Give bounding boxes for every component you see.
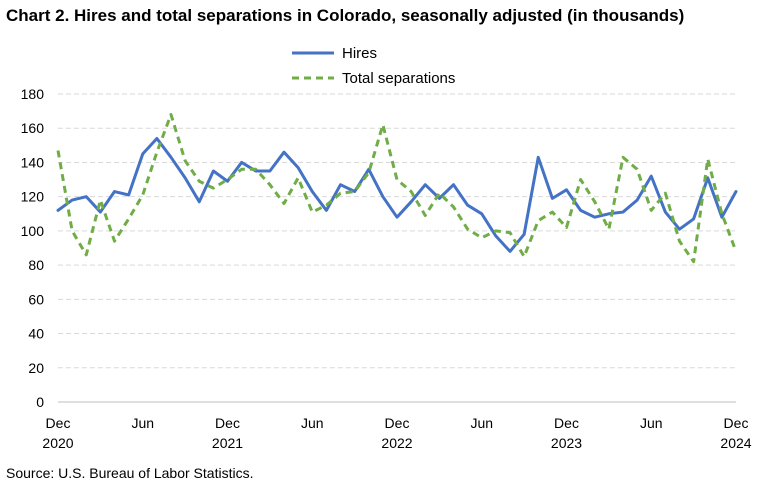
x-tick-year: 2024 <box>720 435 751 451</box>
x-tick-month: Jun <box>301 415 324 431</box>
y-tick-label: 40 <box>28 326 44 342</box>
data-series <box>56 113 738 264</box>
x-tick-month: Dec <box>215 415 240 431</box>
y-tick-label: 180 <box>21 86 45 102</box>
gridlines <box>58 93 736 369</box>
chart-title: Chart 2. Hires and total separations in … <box>6 6 685 25</box>
x-tick-month: Dec <box>724 415 749 431</box>
x-tick-year: 2022 <box>381 435 412 451</box>
hires-line <box>56 136 738 253</box>
legend-label-hires: Hires <box>342 45 377 62</box>
y-tick-label: 160 <box>21 120 45 136</box>
x-tick-month: Jun <box>131 415 154 431</box>
source-note: Source: U.S. Bureau of Labor Statistics. <box>6 465 254 481</box>
y-tick-label: 140 <box>21 154 45 170</box>
x-tick-year: 2020 <box>42 435 73 451</box>
legend: Hires Total separations <box>292 45 455 87</box>
y-tick-label: 20 <box>28 360 44 376</box>
x-tick-month: Jun <box>470 415 493 431</box>
x-tick-month: Jun <box>640 415 663 431</box>
y-axis-tick-labels: 0 20 40 60 80 100 120 140 160 180 <box>21 86 45 410</box>
total-separations-line <box>56 113 738 264</box>
legend-label-total-separations: Total separations <box>342 70 455 87</box>
x-tick-year: 2023 <box>551 435 582 451</box>
y-tick-label: 100 <box>21 223 45 239</box>
y-tick-label: 60 <box>28 291 44 307</box>
y-tick-label: 80 <box>28 257 44 273</box>
x-tick-month: Dec <box>46 415 71 431</box>
x-tick-month: Dec <box>554 415 579 431</box>
x-axis-tick-labels: Dec 2020 Jun Dec 2021 Jun Dec 2022 Jun Dec 2023 Jun… <box>42 415 751 451</box>
x-tick-year: 2021 <box>212 435 243 451</box>
x-tick-month: Dec <box>385 415 410 431</box>
y-tick-label: 120 <box>21 189 45 205</box>
y-tick-label: 0 <box>36 394 44 410</box>
